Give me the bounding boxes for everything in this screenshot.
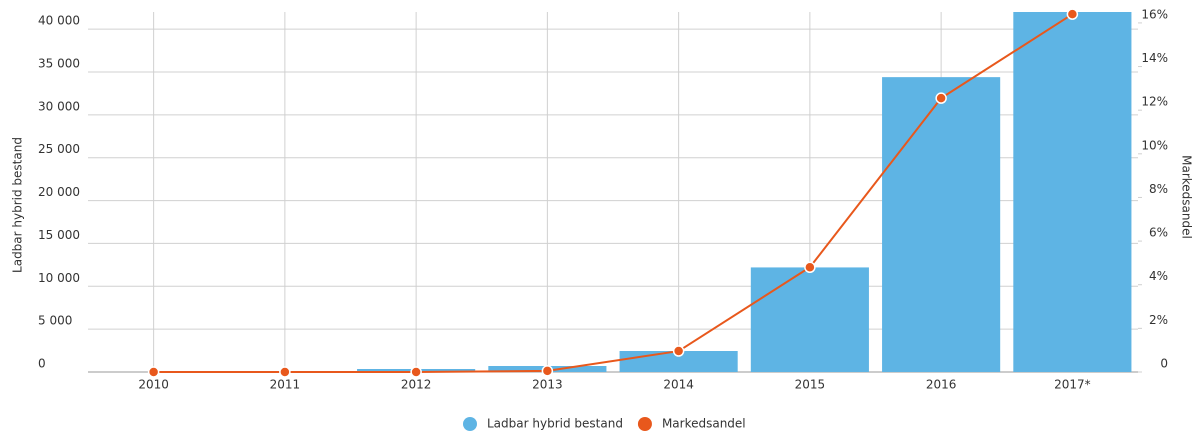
y-tick-label: 20 000 <box>38 185 80 199</box>
y2-tick-label: 4% <box>1149 269 1168 283</box>
line-point <box>935 92 947 104</box>
y-tick-label: 25 000 <box>38 142 80 156</box>
y2-tick-label: 16% <box>1141 7 1168 21</box>
line-point <box>541 365 554 377</box>
line-point <box>672 345 685 357</box>
bar <box>882 77 1001 373</box>
y-tick-label: 15 000 <box>38 228 80 242</box>
x-tick-label: 2015 <box>795 378 826 392</box>
x-tick-label: 2012 <box>401 378 432 392</box>
legend-label: Ladbar hybrid bestand <box>487 417 623 431</box>
y2-tick-label: 8% <box>1149 182 1168 196</box>
x-tick-label: 2010 <box>138 378 169 392</box>
bar <box>750 267 869 372</box>
y-tick-label: 40 000 <box>38 14 80 28</box>
y2-tick-label: 6% <box>1149 226 1168 240</box>
y2-tick-label: 2% <box>1149 313 1168 327</box>
x-tick-label: 2013 <box>532 378 563 392</box>
line-point <box>147 366 160 378</box>
y2-tick-label: 10% <box>1141 138 1168 152</box>
y-tick-label: 0 <box>38 357 46 371</box>
y-axis-title: Ladbar hybrid bestand <box>11 137 25 273</box>
y2-axis-title: Markedsandel <box>1180 155 1194 239</box>
bar <box>1013 12 1132 372</box>
y-tick-label: 30 000 <box>38 99 80 113</box>
x-tick-label: 2016 <box>926 378 957 392</box>
y2-tick-label: 14% <box>1141 51 1168 65</box>
line-point <box>410 366 422 378</box>
line-point <box>804 261 816 274</box>
y-tick-label: 10 000 <box>38 271 80 285</box>
y2-tick-label: 0 <box>1160 357 1168 371</box>
x-tick-label: 2011 <box>270 378 301 392</box>
line-point <box>1066 8 1079 20</box>
y-tick-label: 35 000 <box>38 57 80 71</box>
y2-tick-label: 12% <box>1141 95 1168 109</box>
x-tick-label: 2017* <box>1054 378 1091 392</box>
x-tick-label: 2014 <box>663 378 694 392</box>
legend-swatch <box>463 417 477 431</box>
legend-label: Markedsandel <box>662 417 746 431</box>
line-point <box>279 366 291 378</box>
line <box>153 13 1073 373</box>
y-tick-label: 5 000 <box>38 314 72 328</box>
legend-swatch <box>637 417 652 431</box>
